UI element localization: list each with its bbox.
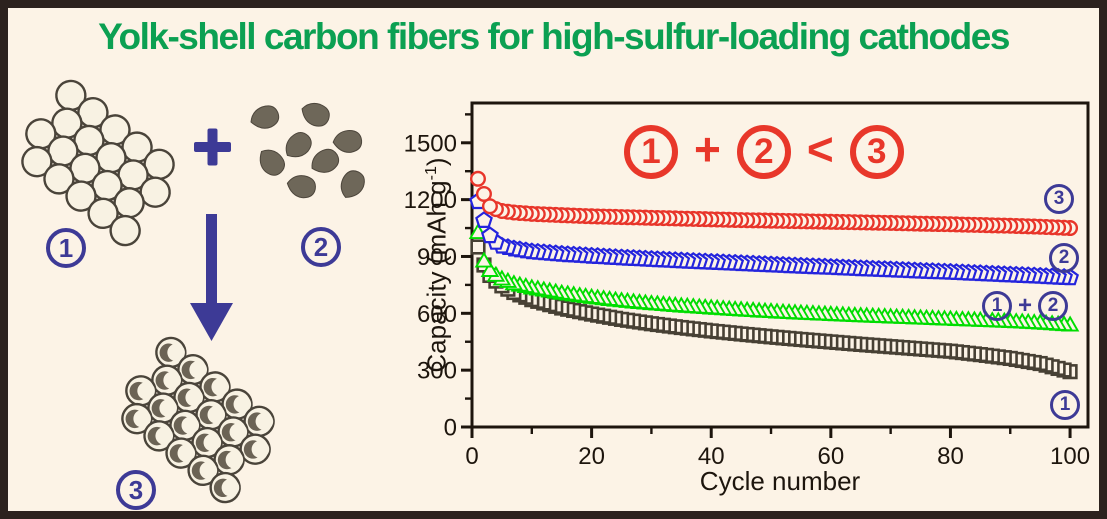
annotation-less-than: < xyxy=(806,123,834,175)
series-label-3: 3 xyxy=(1044,184,1074,214)
annotation-circled-3: 3 xyxy=(849,125,904,179)
diagram-label-1: 1 xyxy=(46,228,86,268)
svg-text:80: 80 xyxy=(937,443,964,470)
series-label-combo-2: 2 xyxy=(1038,291,1069,321)
yolk-shell-composite-graphic xyxy=(121,336,275,504)
svg-text:20: 20 xyxy=(578,443,605,470)
svg-text:300: 300 xyxy=(417,358,457,385)
series-1+2 xyxy=(468,222,1080,332)
series-1 xyxy=(470,239,1078,380)
arrow-down-icon xyxy=(190,214,233,341)
plus-icon xyxy=(194,128,231,166)
annotation-circled-1: 1 xyxy=(624,125,678,179)
svg-text:0: 0 xyxy=(444,415,457,442)
x-axis-title: Cycle number xyxy=(699,466,861,496)
svg-text:900: 900 xyxy=(417,244,457,271)
series-label-2: 2 xyxy=(1049,243,1079,273)
diagram-label-2: 2 xyxy=(301,227,341,267)
series-label-combo-plus: + xyxy=(1018,292,1033,319)
y-axis-title: Capacity (mAh g-1) xyxy=(421,157,452,373)
chart-annotation: 1 + 2 < 3 xyxy=(624,125,904,179)
svg-text:0: 0 xyxy=(465,443,478,470)
series-3 xyxy=(469,170,1079,237)
figure-title: Yolk-shell carbon fibers for high-sulfur… xyxy=(98,16,1010,57)
carbon-fiber-bundle-graphic xyxy=(21,79,175,247)
series-label-combo-1: 1 xyxy=(982,291,1012,321)
svg-text:60: 60 xyxy=(817,443,844,470)
svg-text:40: 40 xyxy=(698,443,725,470)
series-2 xyxy=(469,192,1079,286)
svg-text:1500: 1500 xyxy=(404,130,457,157)
svg-text:1200: 1200 xyxy=(404,187,457,214)
svg-text:100: 100 xyxy=(1050,443,1090,470)
svg-text:600: 600 xyxy=(417,301,457,328)
sulfur-particles-graphic xyxy=(250,102,365,199)
annotation-plus: + xyxy=(694,123,721,175)
diagram-label-3: 3 xyxy=(116,470,156,510)
series-label-1plus2: 1 + 2 xyxy=(982,291,1069,321)
series-label-1: 1 xyxy=(1050,390,1080,420)
annotation-circled-2: 2 xyxy=(736,125,791,179)
